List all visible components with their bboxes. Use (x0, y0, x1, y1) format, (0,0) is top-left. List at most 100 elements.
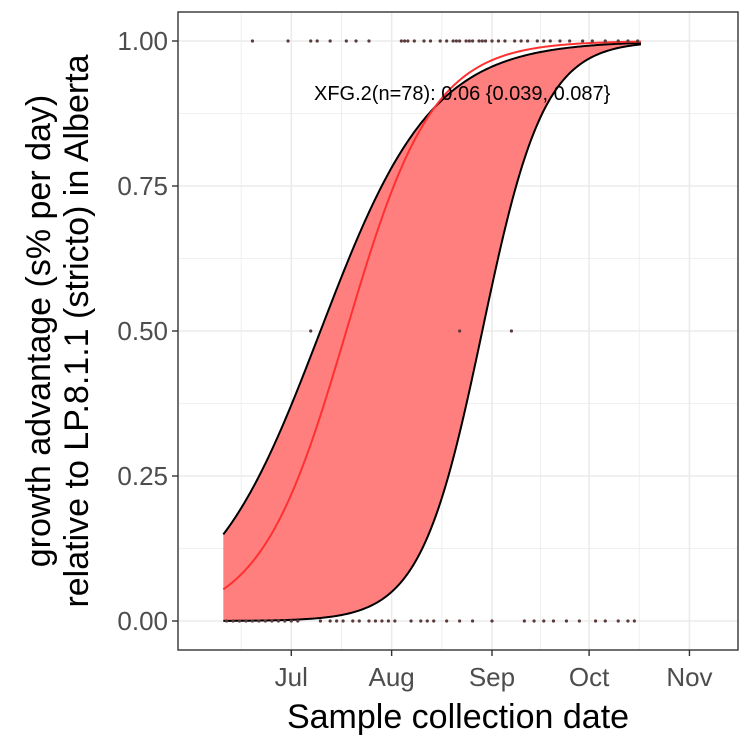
observation-point (522, 619, 526, 623)
observation-point (393, 619, 397, 623)
observation-point (367, 619, 371, 623)
observation-point (412, 39, 416, 43)
observation-point (367, 39, 371, 43)
observation-point (250, 619, 255, 623)
observation-point (477, 39, 481, 43)
observation-point (458, 619, 462, 623)
y-tick-label: 0.00 (117, 606, 168, 636)
observation-point (632, 619, 637, 623)
observation-point (289, 619, 293, 623)
observation-point (425, 619, 429, 623)
observation-point (519, 39, 523, 43)
y-tick-label: 1.00 (117, 26, 168, 56)
observation-point (406, 39, 410, 43)
observation-point (318, 619, 323, 623)
observation-point (626, 619, 630, 623)
observation-point (328, 619, 332, 623)
observation-point (513, 39, 517, 43)
observation-point (603, 619, 607, 623)
observation-point (344, 39, 348, 43)
observation-point (464, 39, 468, 43)
observation-point (636, 39, 640, 43)
observation-point (458, 329, 462, 333)
observation-point (257, 619, 261, 623)
observation-point (328, 39, 332, 43)
observation-point (432, 619, 436, 623)
observation-point (616, 619, 620, 623)
observation-point (286, 39, 290, 43)
observation-point (224, 619, 229, 623)
observation-point (409, 619, 413, 623)
x-tick-label: Aug (369, 662, 415, 692)
observation-point (470, 619, 475, 623)
observation-point (250, 39, 255, 43)
observation-point (558, 39, 562, 43)
observation-point (483, 39, 488, 43)
observation-point (525, 39, 530, 43)
observation-point (454, 39, 458, 43)
observation-point (496, 39, 501, 43)
observation-point (438, 39, 442, 43)
observation-point (357, 619, 361, 623)
observation-point (335, 619, 339, 623)
observation-point (270, 619, 274, 623)
observation-point (490, 619, 494, 623)
observation-point (626, 39, 630, 43)
observation-point (283, 619, 287, 623)
observation-point (380, 619, 384, 623)
x-tick-label: Jul (275, 662, 308, 692)
observation-point (451, 39, 455, 43)
observation-point (542, 619, 546, 623)
observation-point (276, 619, 280, 623)
observation-point (470, 39, 475, 43)
observation-point (532, 619, 536, 623)
ribbon-lower-bound (223, 43, 641, 622)
observation-point (341, 619, 345, 623)
observation-point (480, 39, 484, 43)
observation-point (603, 39, 607, 43)
observation-point (309, 329, 313, 333)
observation-point (445, 39, 449, 43)
y-axis-title-line-2: relative to LP.8.1.1 (stricto) in Albert… (58, 54, 96, 607)
observation-point (535, 39, 539, 43)
observation-point (467, 39, 471, 43)
observation-point (351, 619, 355, 623)
observation-point (386, 619, 391, 623)
observation-point (309, 39, 313, 43)
axis-layer: 0.00 0.25 0.50 0.75 1.00 Jul Aug Sep Oct Nov (117, 26, 712, 692)
observation-point (542, 39, 546, 43)
confidence-ribbon (223, 42, 641, 621)
observation-point (402, 39, 407, 43)
y-tick-label: 0.50 (117, 316, 168, 346)
x-tick-label: Sep (469, 662, 515, 692)
observation-point (237, 619, 242, 623)
observation-point (244, 619, 248, 623)
observation-point (296, 619, 300, 623)
x-tick-label: Oct (569, 662, 610, 692)
x-axis-title: Sample collection date (287, 698, 629, 736)
observation-point (509, 329, 514, 333)
observation-point (231, 619, 235, 623)
y-axis-title-line-1: growth advantage (s% per day) (20, 95, 58, 567)
observation-point (548, 39, 552, 43)
observation-point (490, 39, 494, 43)
y-tick-label: 0.25 (117, 461, 168, 491)
observation-point (445, 619, 449, 623)
observation-point (399, 39, 403, 43)
fit-annotation: XFG.2(n=78): 0.06 {0.039, 0.087} (314, 83, 611, 105)
x-tick-label: Nov (666, 662, 712, 692)
observation-point (551, 619, 556, 623)
observation-point (564, 619, 569, 623)
observation-point (263, 619, 267, 623)
observation-point (354, 39, 358, 43)
observation-point (616, 39, 620, 43)
observation-point (503, 39, 507, 43)
observation-point (577, 619, 581, 623)
observation-point (373, 619, 378, 623)
observation-point (428, 39, 433, 43)
observation-point (458, 39, 462, 43)
y-axis-title: growth advantage (s% per day) relative t… (20, 54, 96, 607)
observation-point (315, 39, 319, 43)
observation-point (590, 39, 594, 43)
observation-point (593, 619, 598, 623)
